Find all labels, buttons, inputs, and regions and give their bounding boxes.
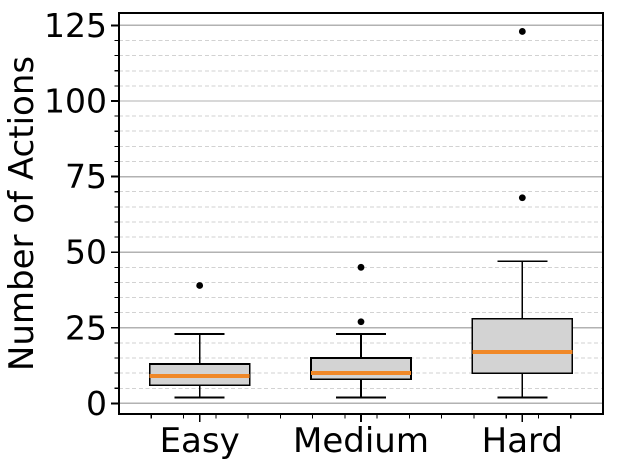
outlier-point (518, 28, 526, 35)
x-tick-label-easy: Easy (160, 421, 240, 461)
iqr-box (310, 357, 412, 381)
outlier-point (196, 282, 204, 289)
y-tick-label-0: 0 (86, 384, 107, 423)
y-tick-label-25: 25 (65, 308, 107, 347)
y-tick-label-125: 125 (44, 6, 107, 45)
x-tick-label-hard: Hard (482, 421, 563, 461)
box-group-easy (148, 282, 251, 399)
y-axis: 0 25 50 75 100 125 (44, 6, 119, 423)
x-tick-label-medium: Medium (293, 421, 429, 461)
y-axis-title: Number of Actions (2, 56, 42, 371)
y-tick-label-50: 50 (65, 233, 107, 272)
box-group-hard (471, 28, 574, 399)
outlier-point (357, 318, 365, 326)
iqr-box (471, 317, 574, 375)
y-tick-label-75: 75 (65, 157, 107, 196)
outlier-point (518, 194, 526, 202)
x-axis: Easy Medium Hard (150, 414, 572, 461)
outlier-point (357, 263, 365, 271)
y-tick-label-100: 100 (44, 82, 107, 121)
box-group-medium (310, 263, 412, 399)
